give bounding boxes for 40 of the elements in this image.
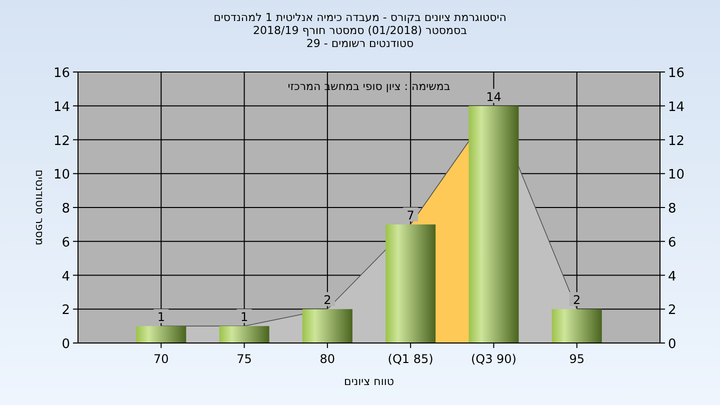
y2-tick-label: 8 — [668, 202, 676, 216]
y-tick-label: 2 — [62, 303, 70, 318]
x-axis-title: טווח ציונים — [344, 375, 394, 388]
data-label: 1 — [157, 310, 165, 324]
chart-title: היסטוגרמת ציונים בקורס - מעבדה כימיה אנליטית 1 למהנדסים — [214, 11, 506, 24]
y-tick-label: 12 — [53, 134, 70, 149]
y-tick-label: 14 — [53, 100, 70, 115]
y-tick-label: 4 — [62, 269, 70, 284]
y2-tick-label: 2 — [668, 303, 676, 318]
data-label: 2 — [573, 293, 581, 308]
x-tick-label: 70 — [154, 352, 169, 366]
y2-tick-label: 6 — [668, 235, 676, 250]
y2-tick-label: 0 — [668, 337, 676, 352]
y-tick-label: 16 — [53, 66, 70, 81]
bar — [302, 309, 352, 343]
x-tick-label: (Q1 85) — [388, 352, 434, 366]
y-tick-label: 10 — [53, 168, 70, 183]
data-label: 14 — [486, 90, 502, 104]
bar — [219, 326, 270, 343]
bar — [552, 309, 602, 343]
x-tick-label: 75 — [236, 352, 252, 366]
y-tick-label: 8 — [62, 202, 70, 216]
y2-tick-label: 14 — [668, 100, 685, 115]
x-tick-label: 80 — [320, 352, 336, 366]
bar — [468, 106, 519, 343]
x-tick-label: (Q3 90) — [470, 352, 516, 366]
x-tick-label: 95 — [569, 352, 584, 366]
y2-tick-label: 4 — [668, 269, 676, 284]
data-label: 1 — [240, 310, 248, 324]
y-tick-label: 0 — [62, 337, 70, 352]
bar — [136, 326, 186, 343]
y2-tick-label: 12 — [668, 134, 685, 149]
chart-subtitle: בסמסטר (01/2018) סמסטר חורף 2018/19 סטודנטים רשומים - 29 — [253, 24, 467, 50]
y-tick-label: 6 — [62, 235, 70, 250]
y2-tick-label: 10 — [668, 168, 685, 183]
data-label: 2 — [324, 293, 332, 308]
bar — [386, 224, 436, 343]
y2-tick-label: 16 — [668, 66, 685, 81]
y-axis-title: מספר סטודנטים — [33, 170, 46, 246]
data-label: 7 — [406, 208, 414, 222]
